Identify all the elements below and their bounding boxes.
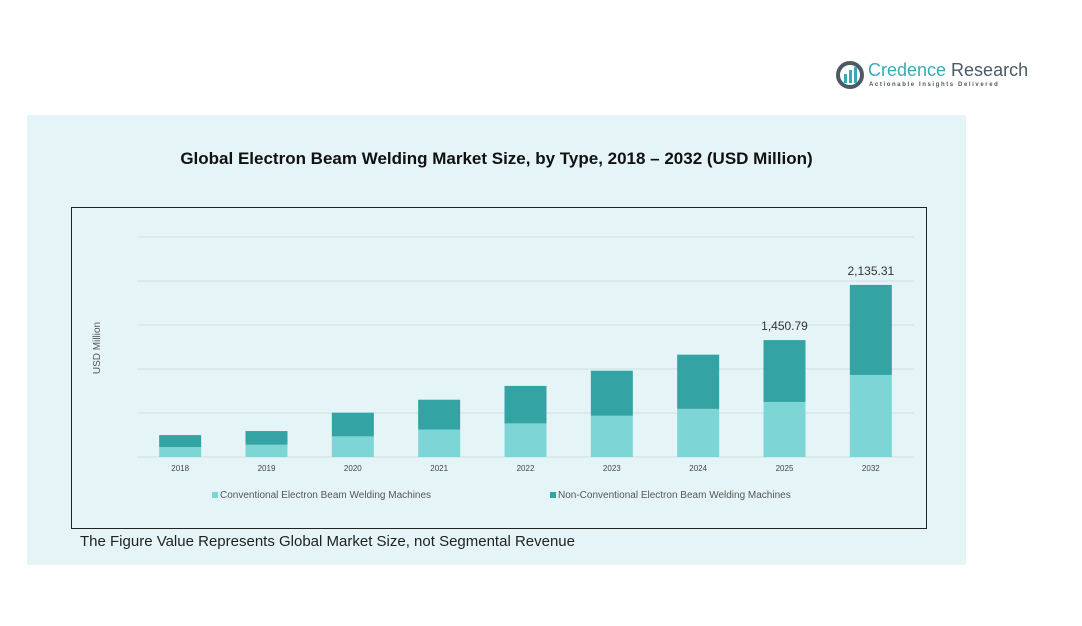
credence-research-logo: Credence Research Actionable Insights De… bbox=[835, 60, 1035, 94]
x-tick-label: 2020 bbox=[344, 464, 362, 473]
x-tick-label: 2024 bbox=[689, 464, 707, 473]
legend-swatch bbox=[550, 492, 556, 498]
brand-tagline: Actionable Insights Delivered bbox=[869, 82, 1000, 88]
x-tick-label: 2018 bbox=[171, 464, 189, 473]
bar-conventional-2023 bbox=[590, 415, 633, 457]
logo-icon bbox=[836, 61, 864, 89]
x-tick-label: 2032 bbox=[862, 464, 880, 473]
x-tick-label: 2025 bbox=[776, 464, 794, 473]
chart-title: Global Electron Beam Welding Market Size… bbox=[180, 149, 813, 168]
x-tick-label: 2023 bbox=[603, 464, 621, 473]
bar-conventional-2020 bbox=[331, 436, 374, 457]
data-label-2025: 1,450.79 bbox=[761, 319, 808, 333]
data-label-2032: 2,135.31 bbox=[847, 264, 894, 278]
legend-entry: Conventional Electron Beam Welding Machi… bbox=[220, 490, 431, 501]
y-axis-label: USD Million bbox=[92, 322, 103, 374]
bar-conventional-2019 bbox=[245, 444, 288, 457]
legend-swatch bbox=[212, 492, 218, 498]
x-tick-label: 2021 bbox=[430, 464, 448, 473]
bar-non-conventional-2018 bbox=[159, 435, 202, 448]
bar-conventional-2032 bbox=[849, 374, 892, 457]
bar-conventional-2018 bbox=[159, 447, 202, 457]
bar-conventional-2021 bbox=[418, 429, 461, 457]
bar-non-conventional-2024 bbox=[677, 354, 720, 409]
x-tick-label: 2022 bbox=[517, 464, 535, 473]
footnote: The Figure Value Represents Global Marke… bbox=[80, 533, 575, 550]
chart-panel: Global Electron Beam Welding Market Size… bbox=[27, 115, 966, 565]
bar-non-conventional-2032 bbox=[849, 284, 892, 375]
legend-entry: Non-Conventional Electron Beam Welding M… bbox=[558, 490, 791, 501]
bar-conventional-2025 bbox=[763, 401, 806, 457]
brand-name: Credence Research bbox=[868, 60, 1029, 80]
bar-non-conventional-2021 bbox=[418, 399, 461, 430]
bar-non-conventional-2025 bbox=[763, 340, 806, 402]
bar-conventional-2024 bbox=[677, 408, 720, 457]
bar-non-conventional-2019 bbox=[245, 431, 288, 445]
x-tick-label: 2019 bbox=[258, 464, 276, 473]
bar-conventional-2022 bbox=[504, 423, 547, 457]
bar-non-conventional-2020 bbox=[331, 412, 374, 437]
chart-frame: USD Million 2018 2019 2020 2021 2022 2023 2024 2… bbox=[71, 207, 927, 529]
bar-non-conventional-2022 bbox=[504, 385, 547, 424]
stacked-bar-chart: USD Million 2018 2019 2020 2021 2022 2023 2024 2… bbox=[92, 236, 914, 501]
bar-non-conventional-2023 bbox=[590, 370, 633, 416]
